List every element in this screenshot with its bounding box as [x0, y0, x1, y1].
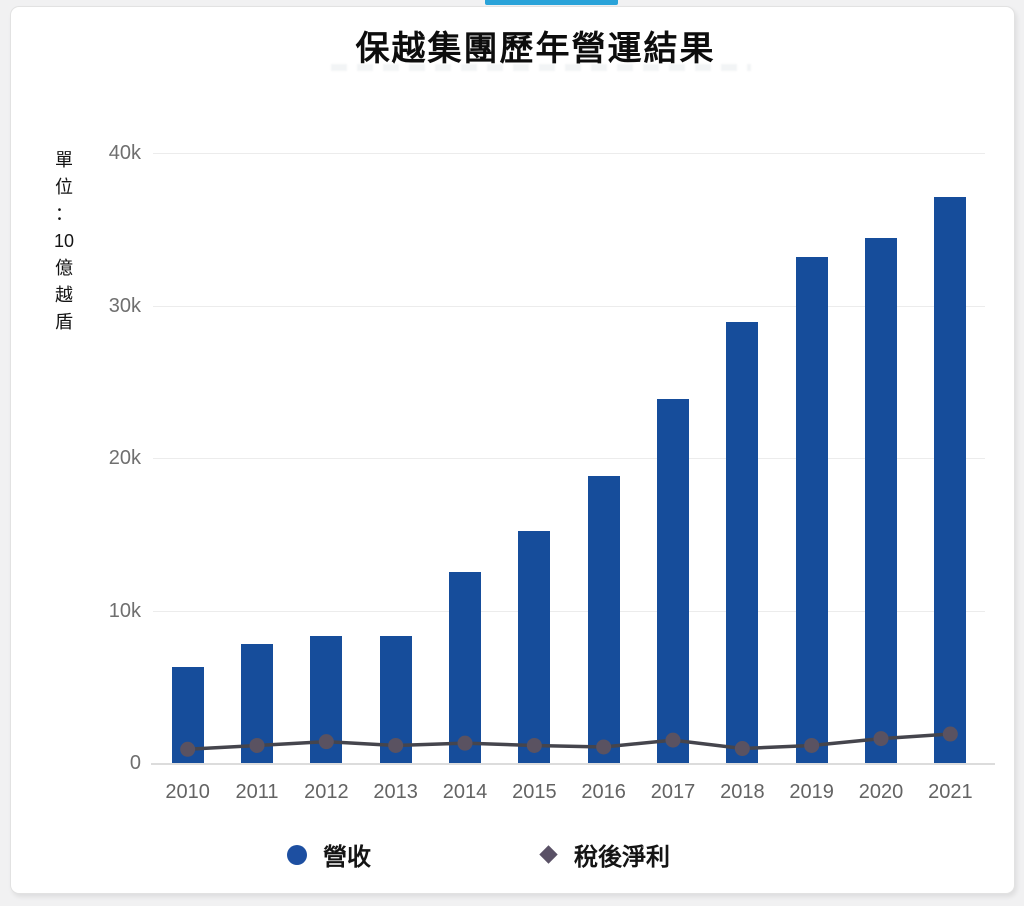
y-tick-label: 30k [108, 294, 141, 317]
unit-char: ： [55, 204, 73, 224]
x-tick-label-2012: 2012 [304, 781, 349, 803]
y-tick-label: 0 [129, 752, 141, 774]
revenue-series-marker-icon [287, 844, 307, 865]
gridline [153, 610, 985, 612]
net-profit-marker-2017[interactable] [665, 732, 681, 748]
bar-2020[interactable] [865, 238, 897, 763]
net-profit-line [187, 732, 951, 752]
unit-char: 位 [55, 177, 73, 197]
net-profit-marker-2010[interactable] [180, 741, 196, 757]
net-profit-line-series [180, 726, 958, 757]
x-tick-label-2011: 2011 [235, 781, 279, 803]
active-tab-indicator[interactable] [485, 0, 618, 5]
x-axis-tick-labels: 2010 2011 2012 2013 2014 2015 2016 2017 2018 2019… [153, 781, 985, 807]
unit-char: 億 [55, 258, 73, 278]
unit-char: 單 [55, 150, 73, 170]
bar-2016[interactable] [587, 476, 620, 763]
legend: 營收 稅後淨利 [11, 837, 1014, 873]
plot-area [151, 153, 995, 765]
x-tick-label-2021: 2021 [928, 781, 973, 803]
y-axis-unit-label: 單 位 ： 10 億 越 盾 [47, 147, 81, 336]
legend-item-net-profit[interactable]: 稅後淨利 [539, 837, 670, 872]
net-profit-marker-2014[interactable] [457, 735, 473, 751]
faded-text-remnant [331, 64, 751, 71]
y-axis-tick-labels: 0 10k 20k 30k 40k [69, 7, 141, 893]
net-profit-marker-2011[interactable] [249, 737, 265, 753]
y-tick-label: 40k [108, 142, 141, 164]
chart-title: 保越集團歷年營運結果 [355, 30, 716, 68]
x-tick-label-2017: 2017 [650, 781, 696, 803]
net-profit-series-marker-icon [539, 845, 558, 864]
y-tick-label: 10k [108, 599, 141, 622]
net-profit-marker-2015[interactable] [526, 737, 542, 753]
legend-label-net-profit: 稅後淨利 [574, 844, 670, 871]
net-profit-marker-2020[interactable] [873, 731, 889, 747]
x-tick-label-2014: 2014 [442, 781, 488, 803]
gridline [153, 153, 985, 154]
x-tick-label-2020: 2020 [858, 781, 904, 803]
legend-label-revenue: 營收 [323, 844, 371, 871]
bar-2014[interactable] [449, 572, 481, 763]
bar-2017[interactable] [657, 398, 689, 763]
y-tick-label: 20k [108, 447, 141, 469]
unit-char: 10 [53, 231, 75, 251]
gridline [153, 305, 985, 307]
x-tick-label-2015: 2015 [512, 781, 557, 803]
legend-item-revenue[interactable]: 營收 [287, 837, 371, 872]
x-tick-label-2013: 2013 [373, 781, 418, 803]
net-profit-marker-2013[interactable] [388, 737, 404, 753]
bar-2015[interactable] [518, 531, 551, 763]
bar-2018[interactable] [726, 322, 759, 763]
bar-2019[interactable] [795, 256, 828, 763]
unit-char: 盾 [55, 312, 73, 332]
x-axis-line [151, 763, 995, 765]
gridline [153, 458, 985, 459]
net-profit-marker-2012[interactable] [318, 734, 334, 750]
net-profit-marker-2018[interactable] [734, 741, 750, 757]
net-profit-marker-2021[interactable] [942, 726, 958, 742]
x-tick-label-2016: 2016 [581, 781, 626, 803]
x-tick-label-2010: 2010 [165, 781, 210, 803]
x-tick-label-2019: 2019 [789, 781, 834, 803]
bar-2021[interactable] [934, 197, 967, 763]
x-tick-label-2018: 2018 [720, 781, 765, 803]
chart-card: 保越集團歷年營運結果 單 位 ： 10 億 越 盾 0 10k 20k 30k 40k … [10, 6, 1015, 894]
unit-char: 越 [55, 285, 73, 305]
net-profit-marker-2019[interactable] [804, 737, 820, 753]
net-profit-marker-2016[interactable] [596, 739, 612, 755]
